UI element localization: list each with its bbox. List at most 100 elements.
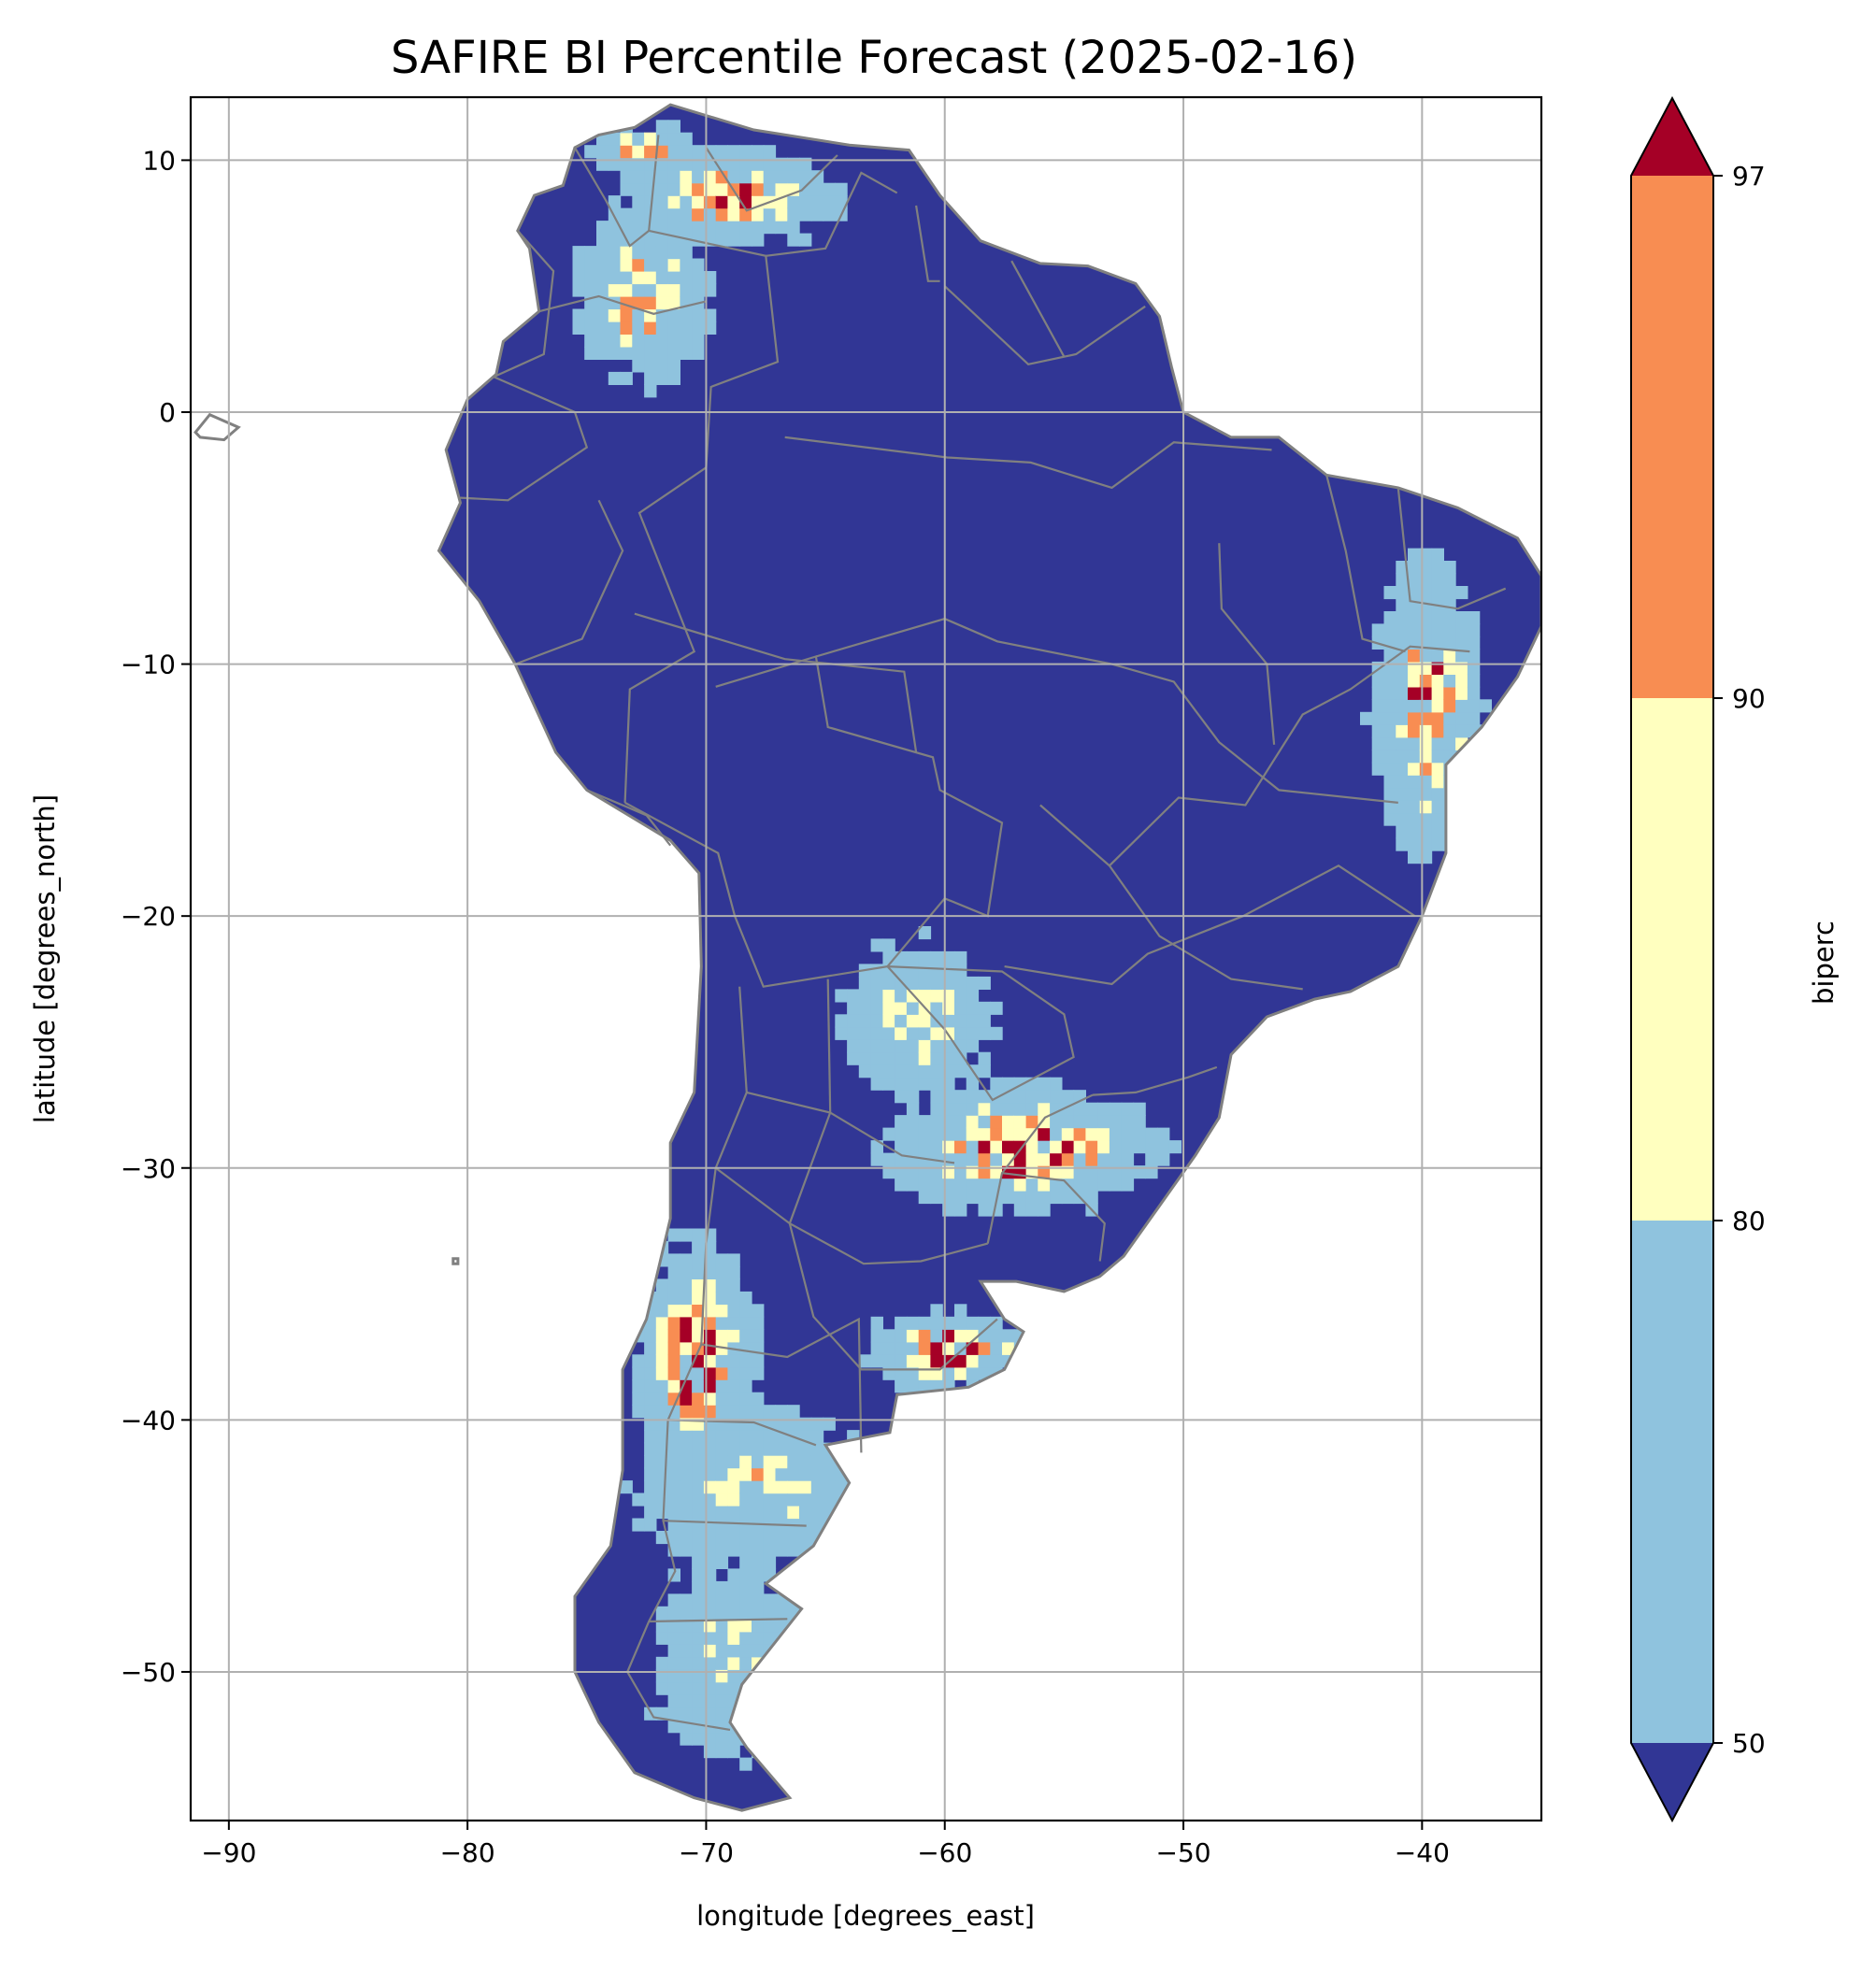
percentile-cell [787, 1455, 800, 1469]
percentile-cell [1050, 1115, 1063, 1129]
percentile-cell [954, 1026, 967, 1040]
percentile-cell [727, 1316, 740, 1330]
percentile-cell [692, 1430, 705, 1444]
percentile-cell [644, 1467, 657, 1481]
percentile-cell [1467, 711, 1481, 725]
percentile-cell [680, 221, 693, 235]
percentile-cell [1408, 800, 1421, 814]
percentile-cell [1431, 548, 1444, 562]
percentile-cell [847, 1014, 860, 1028]
percentile-cell [978, 1051, 991, 1065]
percentile-cell [1073, 1178, 1086, 1192]
percentile-cell [655, 1430, 669, 1444]
percentile-cell [930, 1077, 943, 1091]
percentile-cell [930, 950, 943, 964]
percentile-cell [727, 1480, 740, 1494]
percentile-cell [799, 1531, 812, 1545]
percentile-cell [644, 346, 657, 360]
percentile-cell [596, 145, 609, 159]
percentile-cell [775, 221, 788, 235]
percentile-cell [930, 1329, 943, 1343]
colorbar-tick-label: 50 [1732, 1728, 1766, 1759]
percentile-cell [715, 1467, 729, 1481]
percentile-cell [727, 170, 740, 184]
percentile-cell [680, 1354, 693, 1368]
percentile-cell [632, 182, 645, 196]
percentile-cell [1038, 1090, 1051, 1104]
boundary-line [634, 612, 918, 753]
percentile-cell [727, 1455, 740, 1469]
percentile-cell [1443, 598, 1456, 612]
percentile-cell [1443, 586, 1456, 600]
boundary-line [493, 230, 555, 378]
percentile-cell [954, 1354, 967, 1368]
percentile-cell [655, 120, 669, 134]
percentile-cell [906, 964, 920, 978]
percentile-cell [1050, 1077, 1063, 1091]
percentile-cell [906, 1152, 920, 1166]
percentile-cell [752, 182, 765, 196]
percentile-cell [787, 1480, 800, 1494]
percentile-cell [799, 182, 812, 196]
percentile-cell [715, 1304, 729, 1318]
percentile-cell [954, 1102, 967, 1116]
percentile-cell [895, 1379, 908, 1393]
percentile-cell [632, 132, 645, 146]
percentile-cell [1109, 1127, 1123, 1141]
percentile-cell [835, 989, 848, 1003]
percentile-cell [727, 1745, 740, 1759]
percentile-cell [692, 346, 705, 360]
percentile-cell [667, 1531, 680, 1545]
percentile-cell [930, 1178, 943, 1192]
percentile-cell [882, 1152, 895, 1166]
percentile-cell [692, 1518, 705, 1532]
percentile-cell [1073, 1140, 1086, 1154]
percentile-cell [572, 283, 585, 297]
percentile-cell [739, 1405, 752, 1419]
percentile-cell [715, 1593, 729, 1607]
percentile-cell [1145, 1152, 1158, 1166]
percentile-cell [1085, 1102, 1098, 1116]
percentile-cell [1109, 1102, 1123, 1116]
percentile-cell [1133, 1102, 1146, 1116]
percentile-cell [799, 207, 812, 221]
percentile-cell [1133, 1140, 1146, 1154]
percentile-cell [978, 1152, 991, 1166]
percentile-cell [692, 1506, 705, 1520]
percentile-cell [990, 1102, 1003, 1116]
percentile-cell [608, 346, 622, 360]
percentile-cell [787, 221, 800, 235]
percentile-cell [1408, 750, 1421, 764]
percentile-cell [680, 1316, 693, 1330]
percentile-cell [1455, 674, 1468, 688]
percentile-cell [810, 1467, 824, 1481]
percentile-cell [918, 1039, 932, 1053]
percentile-cell [930, 1140, 943, 1154]
percentile-cell [692, 1568, 705, 1582]
percentile-cell [608, 233, 622, 247]
percentile-cell [1097, 1115, 1110, 1129]
boundary-line [586, 789, 672, 847]
percentile-cell [1408, 561, 1421, 575]
percentile-cell [715, 1555, 729, 1569]
percentile-cell [680, 334, 693, 348]
percentile-cell [1396, 711, 1409, 725]
percentile-cell [620, 145, 633, 159]
percentile-cell [632, 346, 645, 360]
percentile-cell [1097, 1178, 1110, 1192]
percentile-cell [667, 1430, 680, 1444]
percentile-cell [644, 334, 657, 348]
percentile-cell [1408, 825, 1421, 839]
percentile-cell [858, 1354, 872, 1368]
percentile-cell [906, 1039, 920, 1053]
percentile-cell [1157, 1127, 1170, 1141]
percentile-cell [906, 1329, 920, 1343]
boundary-line [663, 1520, 807, 1527]
percentile-cell [1097, 1127, 1110, 1141]
percentile-cell [882, 1077, 895, 1091]
percentile-cell [1408, 812, 1421, 826]
percentile-cell [775, 1506, 788, 1520]
percentile-cell [680, 1228, 693, 1242]
percentile-cell [1455, 623, 1468, 637]
